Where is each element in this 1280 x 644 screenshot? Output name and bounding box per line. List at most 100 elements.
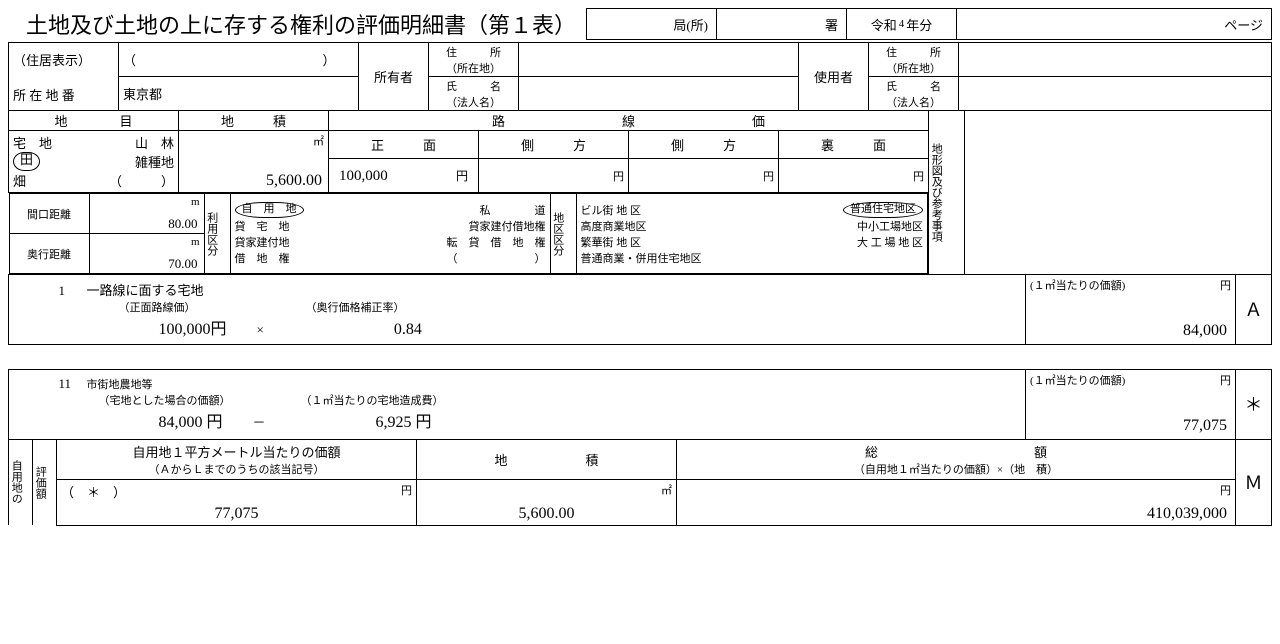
hata: 畑 <box>13 171 26 190</box>
final-h1: 自用地１平方メートル当たりの価額 （ＡからＬまでのうちの該当記号） <box>57 439 417 479</box>
uramen-yen: 円 <box>779 159 929 193</box>
owner-addr-label: 住 所 （所在地） <box>429 43 519 77</box>
calc11-val1: 84,000 円 <box>159 408 223 432</box>
calc11-result: 77,075 <box>1183 417 1227 435</box>
final-v1-cell: （ ＊ ） 円 77,075 <box>57 479 417 525</box>
chikukubun-label: 地区区分 <box>550 194 576 274</box>
year-suf: 年分 <box>906 15 932 34</box>
shomen-val: 100,000 <box>339 168 388 185</box>
calc1-left-margin <box>9 274 55 344</box>
jukyo-value: （ ） <box>119 43 359 77</box>
owner-name-label: 氏 名 （法人名） <box>429 77 519 111</box>
side2: 評価額 <box>33 439 57 525</box>
calc1-title: 一路線に面する宅地 <box>87 283 204 298</box>
maguchi-label: 間口距離 <box>9 194 89 234</box>
maguchi-val: 80.00 <box>168 216 197 232</box>
chiseki-cell: ㎡ 5,600.00 <box>179 131 329 193</box>
calc11-result-cell: (１㎡当たりの価額) 円 77,075 <box>1026 369 1236 439</box>
calc11-val2: 6,925 円 <box>376 408 432 432</box>
shiyosha-label: 使用者 <box>799 43 869 111</box>
okuyuki-val: 70.00 <box>168 256 197 272</box>
calc1-letter: Ａ <box>1236 274 1272 344</box>
calc1-result-cell: (１㎡当たりの価額) 円 84,000 <box>1026 274 1236 344</box>
calc11-sub2: （１㎡当たりの宅地造成費） <box>301 392 444 408</box>
title-row: 土地及び土地の上に存する権利の評価明細書（第１表） 局(所) 署 令和4年分 ペ… <box>8 8 1272 40</box>
calc1-no: 1 <box>59 283 87 299</box>
chiseki-h: 地 積 <box>179 111 329 131</box>
takuchi: 宅 地 <box>13 133 52 152</box>
calc11-op: － <box>253 412 266 431</box>
final-h3: 総 額 （自用地１㎡当たりの価額）×（地 積） <box>677 439 1236 479</box>
sokuho1-h: 側 方 <box>479 131 629 159</box>
final-v3-cell: 円 410,039,000 <box>677 479 1236 525</box>
area-val: 5,600.00 <box>266 172 322 190</box>
calc11-sub1: （宅地とした場合の価額） <box>99 392 231 408</box>
usage-list: 自 用 地私 道 貸 宅 地貸家建付借地権 貸家建付地転 貸 借 地 権 借 地… <box>230 194 550 274</box>
final-h2: 地 積 <box>417 439 677 479</box>
uramen-h: 裏 面 <box>779 131 929 159</box>
okuyuki-cell: m 70.00 <box>89 234 204 274</box>
zoshu: 雑種地 <box>135 152 174 171</box>
shomen-val-cell: 100,000円 <box>329 159 479 193</box>
hdr-page: ページ <box>957 9 1271 39</box>
district-list: ビル街 地 区普通住宅地区 高度商業地区中小工場地区 繁華街 地 区大 工 場 … <box>576 194 928 274</box>
final-sym: （ ＊ ） <box>61 482 126 501</box>
calc-row-11: 11市街地農地等 （宅地とした場合の価額） （１㎡当たりの宅地造成費） 84,0… <box>8 369 1272 440</box>
calc11-res-lab: (１㎡当たりの価額) <box>1030 372 1125 388</box>
usage-district-block: 間口距離 m 80.00 利用区分 自 用 地私 道 貸 宅 地貸家建付借地権 … <box>9 193 929 274</box>
chikei-label: 地形図及び参考事項 <box>929 111 965 275</box>
user-name-label: 氏 名 （法人名） <box>869 77 959 111</box>
chikei-area <box>965 111 1272 275</box>
final-v3: 410,039,000 <box>1147 505 1227 523</box>
ta-circled: 田 <box>13 152 40 171</box>
year-no: 4 <box>899 18 905 30</box>
final-letter: Ｍ <box>1236 439 1272 525</box>
calc-row-1: 1一路線に面する宅地 （正面路線価） （奥行価格補正率） 100,000円 × … <box>8 274 1272 345</box>
jukyo-label: （住居表示） <box>13 50 114 69</box>
calc11-no: 11 <box>59 376 87 392</box>
chimoku-block: 地 目 地 積 路 線 価 地形図及び参考事項 宅 地 山 林 田 雑種地 <box>8 110 1272 275</box>
paren-open: （ <box>123 53 136 68</box>
user-addr-value <box>959 43 1272 77</box>
calc1-sub1: （正面路線価） <box>119 299 196 315</box>
form-title: 土地及び土地の上に存する権利の評価明細書（第１表） <box>8 8 586 40</box>
sokuho2-h: 側 方 <box>629 131 779 159</box>
calc1-val2: 0.84 <box>394 321 422 339</box>
final-v1: 77,075 <box>57 505 416 523</box>
calc1-op: × <box>257 322 264 338</box>
riyokubun-label: 利用区分 <box>204 194 230 274</box>
okuyuki-label: 奥行距離 <box>9 234 89 274</box>
user-addr-label: 住 所 （所在地） <box>869 43 959 77</box>
side1: 自用地の <box>9 439 33 525</box>
paren-close: ） <box>323 53 336 68</box>
address-owner-block: （住居表示） 所 在 地 番 （ ） 所有者 住 所 （所在地） 使用者 住 所… <box>8 42 1272 111</box>
area-unit: ㎡ <box>183 133 324 149</box>
addr-left: （住居表示） 所 在 地 番 <box>9 43 119 111</box>
hdr-sho: 署 <box>717 9 847 39</box>
final-v2: 5,600.00 <box>417 505 676 523</box>
final-v2-cell: ㎡ 5,600.00 <box>417 479 677 525</box>
sokuho1-yen: 円 <box>479 159 629 193</box>
calc11-title: 市街地農地等 <box>87 379 153 391</box>
rosenka-h: 路 線 価 <box>329 111 929 131</box>
shozai-label: 所 在 地 番 <box>13 85 114 104</box>
calc11-letter: ＊ <box>1236 369 1272 439</box>
sokuho2-yen: 円 <box>629 159 779 193</box>
hdr-kyoku: 局(所) <box>587 9 717 39</box>
paren-empty: （ ） <box>109 171 174 190</box>
calc1-body: 1一路線に面する宅地 （正面路線価） （奥行価格補正率） 100,000円 × … <box>55 274 1026 344</box>
calc1-val1: 100,000円 <box>159 315 227 339</box>
owner-addr-value <box>519 43 799 77</box>
chimoku-h: 地 目 <box>9 111 179 131</box>
shomen-h: 正 面 <box>329 131 479 159</box>
calc1-res-lab: (１㎡当たりの価額) <box>1030 277 1125 293</box>
chimoku-list: 宅 地 山 林 田 雑種地 畑 （ ） <box>9 131 179 193</box>
calc1-result: 84,000 <box>1183 322 1227 340</box>
calc1-sub2: （奥行価格補正率） <box>306 299 405 315</box>
maguchi-cell: m 80.00 <box>89 194 204 234</box>
calc11-body: 11市街地農地等 （宅地とした場合の価額） （１㎡当たりの宅地造成費） 84,0… <box>55 369 1026 439</box>
shoyusha-label: 所有者 <box>359 43 429 111</box>
owner-name-value <box>519 77 799 111</box>
calc11-left-margin <box>9 369 55 439</box>
header-boxes: 局(所) 署 令和4年分 ページ <box>586 8 1272 40</box>
